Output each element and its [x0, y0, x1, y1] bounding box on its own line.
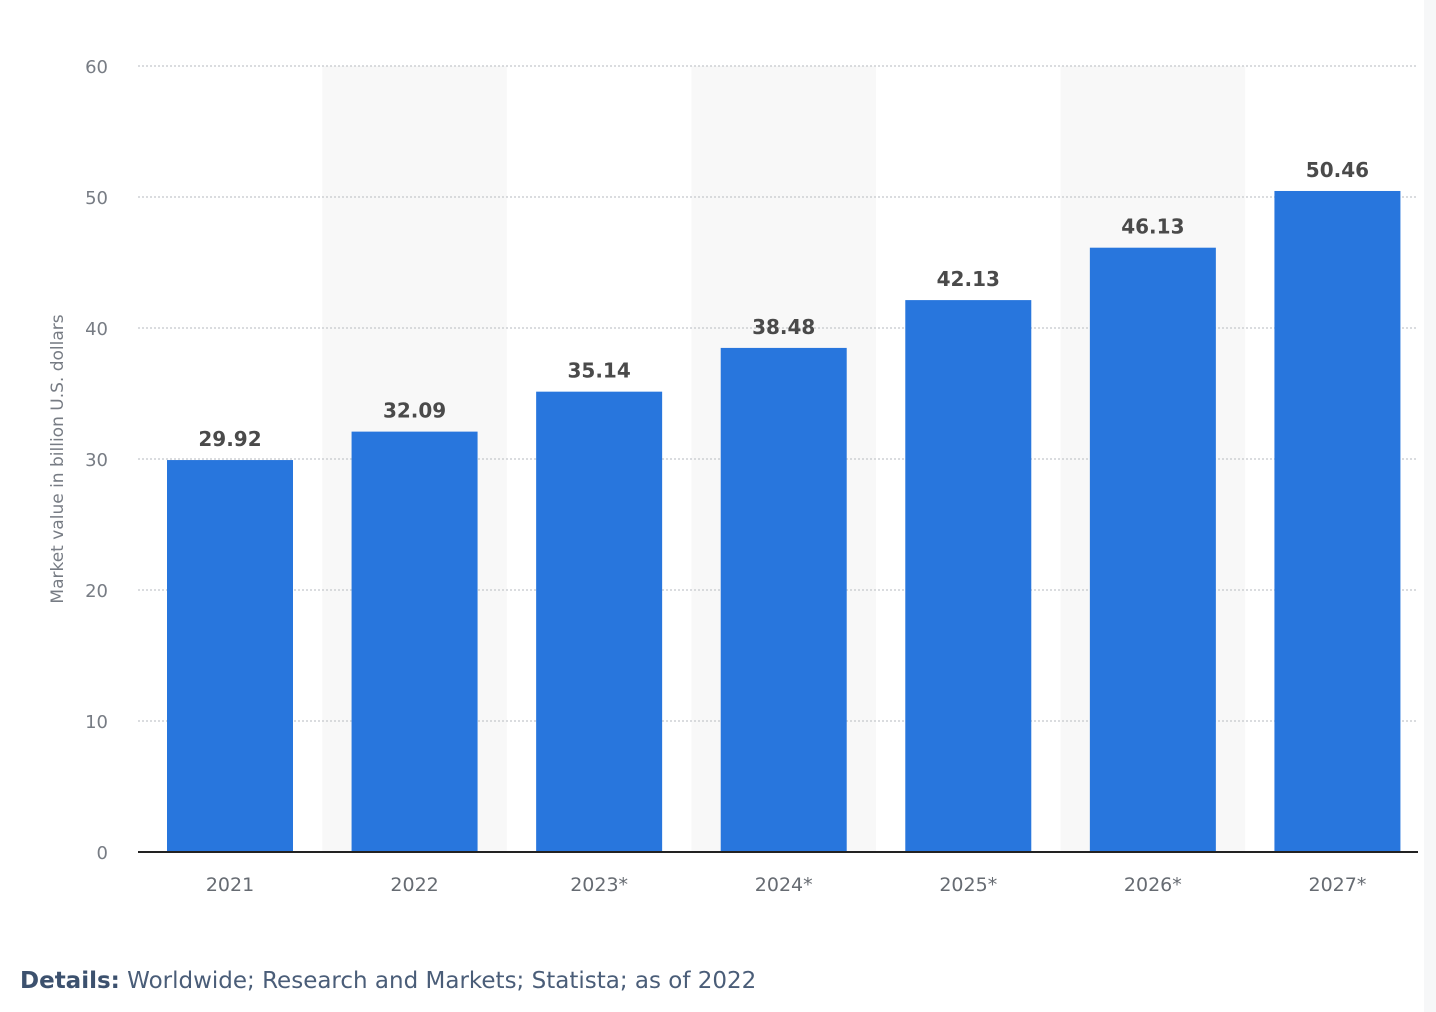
bar [167, 460, 293, 852]
value-label: 46.13 [1121, 215, 1184, 239]
bars [167, 190, 1401, 852]
x-axis-ticks: 2021 2022 2023* 2024* 2025* 2026* 2027* [206, 874, 1367, 896]
value-label: 29.92 [198, 427, 261, 451]
y-tick-label: 60 [85, 57, 108, 78]
x-tick-label: 2022 [390, 874, 438, 896]
value-labels: 29.92 32.09 35.14 38.48 42.13 46.13 50.46 [198, 158, 1369, 451]
bar [720, 347, 847, 852]
y-tick-label: 10 [85, 712, 108, 733]
value-label: 50.46 [1306, 158, 1369, 182]
value-label: 32.09 [383, 399, 446, 423]
x-tick-label: 2024* [755, 874, 813, 896]
details-note: Details: Worldwide; Research and Markets… [20, 968, 756, 994]
details-text: Worldwide; Research and Markets; Statist… [119, 968, 757, 994]
y-tick-label: 50 [85, 188, 108, 209]
details-label: Details: [20, 968, 120, 994]
bar [1089, 247, 1216, 852]
y-tick-label: 40 [85, 319, 108, 340]
bar [536, 391, 663, 852]
value-label: 35.14 [568, 359, 631, 383]
x-tick-label: 2023* [570, 874, 628, 896]
x-tick-label: 2025* [939, 874, 997, 896]
bar [1274, 190, 1401, 852]
y-axis-label: Market value in billion U.S. dollars [48, 314, 68, 603]
x-tick-label: 2027* [1308, 874, 1366, 896]
y-tick-label: 20 [85, 581, 108, 602]
y-tick-label: 0 [97, 843, 108, 864]
x-tick-label: 2021 [206, 874, 254, 896]
y-axis-ticks: 0 10 20 30 40 50 60 [85, 57, 108, 864]
x-tick-label: 2026* [1124, 874, 1182, 896]
y-tick-label: 30 [85, 450, 108, 471]
scrollbar-track [1424, 0, 1436, 1012]
bar [905, 300, 1032, 852]
value-label: 38.48 [752, 315, 815, 339]
value-label: 42.13 [937, 267, 1000, 291]
bar [351, 431, 478, 852]
